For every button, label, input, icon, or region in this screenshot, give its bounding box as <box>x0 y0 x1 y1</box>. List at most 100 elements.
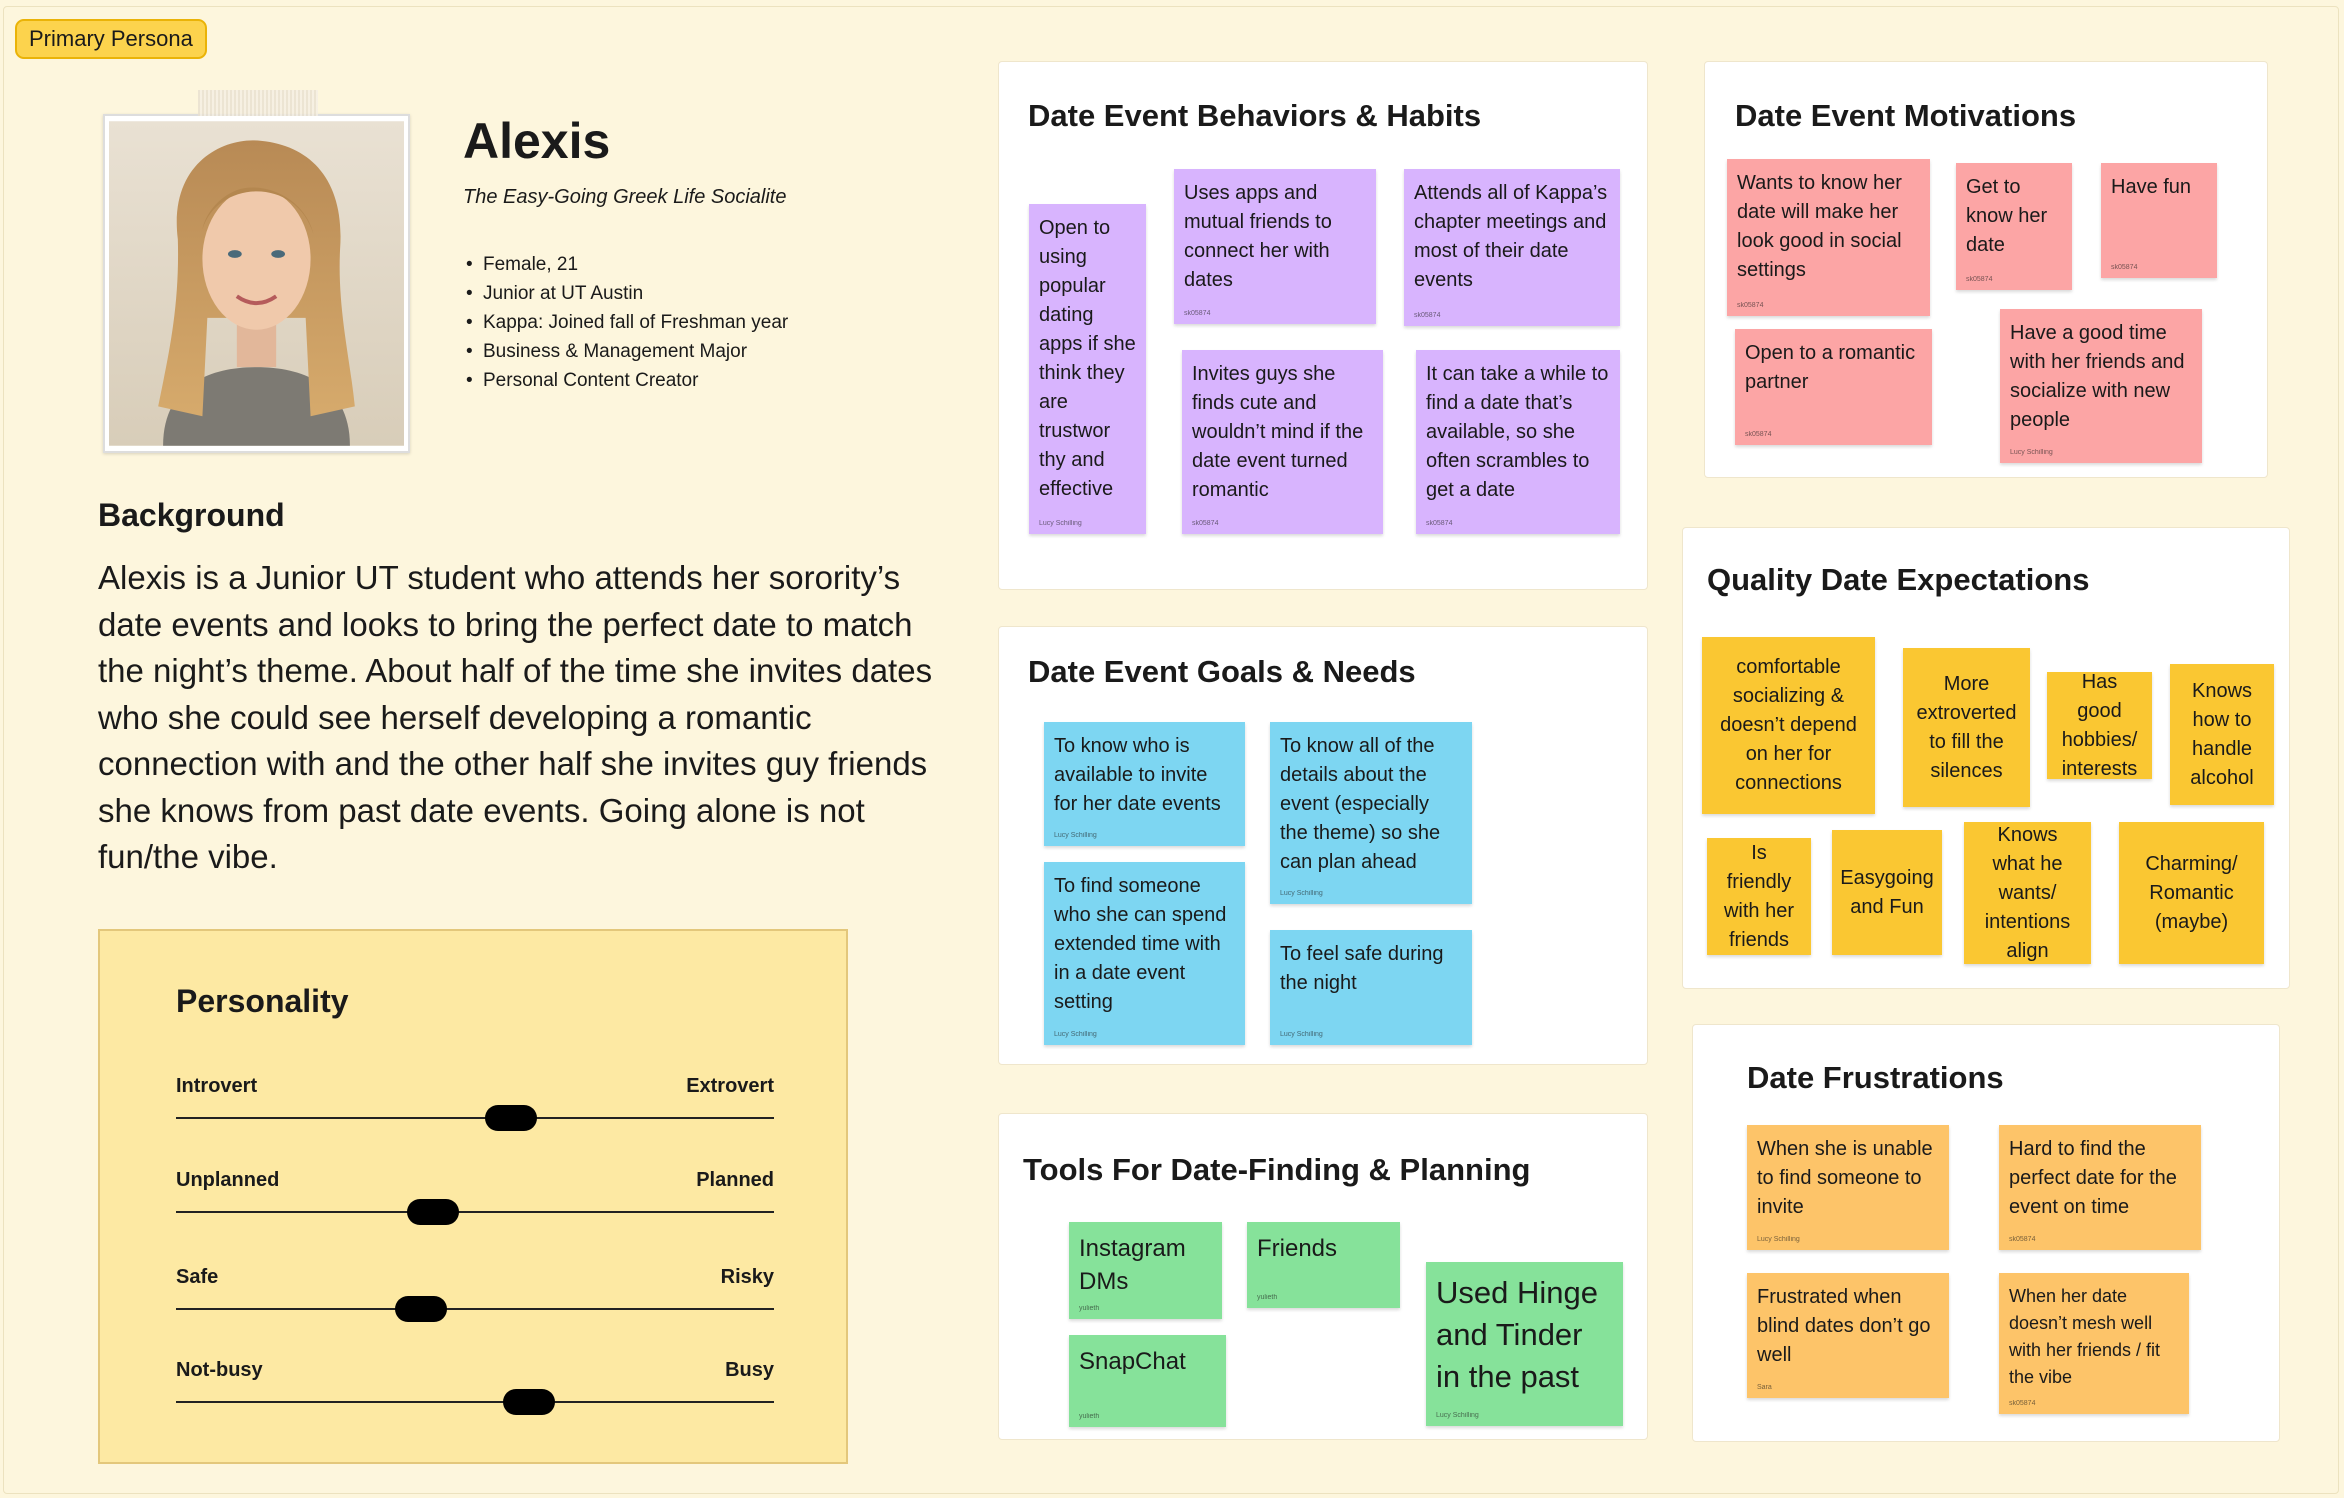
sticky-note[interactable]: Has good hobbies/ interests <box>2047 671 2152 780</box>
note-author: sk05874 <box>1184 310 1211 317</box>
slider-right-label: Extrovert <box>686 1075 774 1097</box>
note-author: Lucy Schilling <box>1280 1031 1323 1038</box>
note-author: sk05874 <box>1737 302 1764 309</box>
goals-card: Date Event Goals & Needs To know who is … <box>998 626 1648 1065</box>
slider-left-label: Unplanned <box>176 1169 280 1191</box>
slider-track <box>176 1211 774 1213</box>
note-text: Invites guys she finds cute and wouldn’t… <box>1192 363 1364 501</box>
persona-name: Alexis <box>463 113 611 169</box>
note-text: Has good hobbies/ interests <box>2061 670 2138 780</box>
note-text: Get to know her date <box>1966 176 2048 256</box>
note-text: Have fun <box>2111 176 2192 198</box>
note-text: To find someone who she can spend extend… <box>1054 875 1227 1013</box>
sticky-note[interactable]: Frustrated when blind dates don’t go wel… <box>1747 1273 1949 1398</box>
note-text: Open to using popular dating apps if she… <box>1039 217 1136 500</box>
sticky-note[interactable]: Instagram DMs yulieth <box>1069 1222 1222 1319</box>
personality-title: Personality <box>176 983 349 1019</box>
note-text: Have a good time with her friends and so… <box>2010 322 2185 431</box>
slider-track <box>176 1401 774 1403</box>
sticky-note[interactable]: It can take a while to find a date that’… <box>1416 350 1620 534</box>
sticky-note[interactable]: To find someone who she can spend extend… <box>1044 862 1245 1045</box>
personality-panel: Personality Introvert Extrovert Unplanne… <box>98 929 848 1464</box>
note-author: Lucy Schilling <box>1757 1236 1800 1243</box>
sticky-note[interactable]: Charming/ Romantic (maybe) <box>2119 822 2264 964</box>
sticky-note[interactable]: Open to using popular dating apps if she… <box>1029 204 1146 534</box>
sticky-note[interactable]: Knows how to handle alcohol <box>2170 664 2274 805</box>
tools-card: Tools For Date-Finding & Planning Instag… <box>998 1113 1648 1440</box>
frustrations-card: Date Frustrations When she is unable to … <box>1692 1024 2280 1442</box>
note-text: Knows what he wants/ intentions align <box>1984 823 2071 962</box>
persona-photo[interactable] <box>103 90 410 453</box>
note-author: Lucy Schilling <box>1436 1412 1479 1419</box>
persona-subtitle: The Easy-Going Greek Life Socialite <box>463 186 787 208</box>
goals-title: Date Event Goals & Needs <box>1028 654 1416 689</box>
sticky-note[interactable]: Have fun sk05874 <box>2101 163 2217 278</box>
note-author: sk05874 <box>1426 520 1453 527</box>
sticky-note[interactable]: Knows what he wants/ intentions align <box>1964 822 2091 964</box>
sticky-note[interactable]: Easygoing and Fun <box>1832 830 1942 955</box>
sticky-note[interactable]: When her date doesn’t mesh well with her… <box>1999 1273 2189 1414</box>
slider-handle[interactable] <box>395 1296 448 1322</box>
slider-track <box>176 1308 774 1310</box>
background-title: Background <box>98 497 285 533</box>
note-author: yulieth <box>1257 1294 1278 1301</box>
sticky-note[interactable]: Hard to find the perfect date for the ev… <box>1999 1125 2201 1250</box>
note-author: yulieth <box>1079 1413 1100 1420</box>
expectations-title: Quality Date Expectations <box>1707 562 2090 597</box>
note-author: sk05874 <box>1192 520 1219 527</box>
sticky-note[interactable]: Invites guys she finds cute and wouldn’t… <box>1182 350 1383 534</box>
fact-item: Business & Management Major <box>463 337 788 366</box>
sticky-note[interactable]: Get to know her date sk05874 <box>1956 163 2072 290</box>
note-author: sk05874 <box>1414 312 1441 319</box>
persona-frame <box>3 6 2339 1494</box>
sticky-note[interactable]: Friends yulieth <box>1247 1222 1400 1308</box>
sticky-note[interactable]: When she is unable to find someone to in… <box>1747 1125 1949 1250</box>
note-author: sk05874 <box>2009 1236 2036 1243</box>
tape-decoration <box>198 90 318 116</box>
note-text: When she is unable to find someone to in… <box>1757 1138 1933 1218</box>
note-text: comfortable socializing & doesn’t depend… <box>1720 656 1857 794</box>
slider-handle[interactable] <box>502 1389 555 1415</box>
portrait-image <box>109 121 404 446</box>
note-author: Lucy Schilling <box>1280 890 1323 897</box>
slider-left-label: Not-busy <box>176 1359 263 1381</box>
slider-handle[interactable] <box>407 1199 460 1225</box>
sticky-note[interactable]: Uses apps and mutual friends to connect … <box>1174 169 1376 324</box>
fact-item: Junior at UT Austin <box>463 279 788 308</box>
fact-item: Female, 21 <box>463 250 788 279</box>
slider-handle[interactable] <box>484 1105 537 1131</box>
note-text: SnapChat <box>1079 1348 1186 1375</box>
sticky-note[interactable]: To know all of the details about the eve… <box>1270 722 1472 904</box>
note-text: Open to a romantic partner <box>1745 342 1916 393</box>
frame-tag[interactable]: Primary Persona <box>15 19 207 59</box>
slider-right-label: Planned <box>696 1169 774 1191</box>
sticky-note[interactable]: Open to a romantic partner sk05874 <box>1735 329 1932 445</box>
sticky-note[interactable]: To feel safe during the night Lucy Schil… <box>1270 930 1472 1045</box>
slider-track <box>176 1117 774 1119</box>
note-author: Lucy Schilling <box>1054 1031 1097 1038</box>
sticky-note[interactable]: Used Hinge and Tinder in the past Lucy S… <box>1426 1262 1623 1426</box>
sticky-note[interactable]: Attends all of Kappa’s chapter meetings … <box>1404 169 1620 326</box>
note-text: It can take a while to find a date that’… <box>1426 363 1609 501</box>
motivations-title: Date Event Motivations <box>1735 98 2077 133</box>
sticky-note[interactable]: SnapChat yulieth <box>1069 1335 1226 1427</box>
note-text: Friends <box>1257 1235 1338 1262</box>
sticky-note[interactable]: Is friendly with her friends <box>1707 838 1811 955</box>
persona-facts: Female, 21 Junior at UT Austin Kappa: Jo… <box>463 250 788 395</box>
sticky-note[interactable]: To know who is available to invite for h… <box>1044 722 1245 846</box>
sticky-note[interactable]: comfortable socializing & doesn’t depend… <box>1702 637 1875 814</box>
note-text: Wants to know her date will make her loo… <box>1737 172 1902 281</box>
sticky-note[interactable]: More extroverted to fill the silences <box>1903 648 2030 807</box>
fact-item: Personal Content Creator <box>463 366 788 395</box>
slider-left-label: Introvert <box>176 1075 258 1097</box>
sticky-note[interactable]: Wants to know her date will make her loo… <box>1727 159 1930 316</box>
note-text: To know who is available to invite for h… <box>1054 735 1221 815</box>
note-author: sk05874 <box>1966 276 1993 283</box>
tools-title: Tools For Date-Finding & Planning <box>1023 1152 1531 1187</box>
note-author: Sara <box>1757 1384 1772 1391</box>
note-text: Knows how to handle alcohol <box>2190 679 2254 789</box>
behaviors-title: Date Event Behaviors & Habits <box>1028 98 1482 133</box>
frustrations-title: Date Frustrations <box>1747 1060 2004 1095</box>
fact-item: Kappa: Joined fall of Freshman year <box>463 308 788 337</box>
sticky-note[interactable]: Have a good time with her friends and so… <box>2000 309 2202 463</box>
